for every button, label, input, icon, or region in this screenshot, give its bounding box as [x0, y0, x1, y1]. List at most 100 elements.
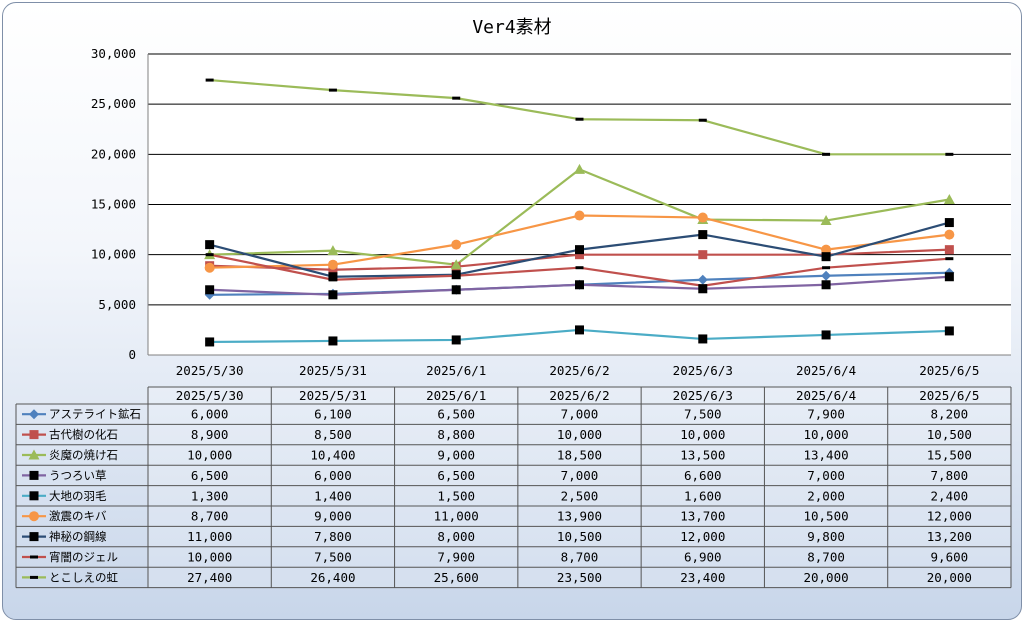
data-point — [328, 278, 337, 282]
table-series-name: アステライト鉱石 — [49, 407, 141, 421]
y-tick-label: 20,000 — [91, 146, 136, 161]
data-point — [328, 336, 338, 346]
data-point — [698, 250, 708, 260]
table-value-cell: 23,400 — [680, 570, 725, 585]
data-point — [575, 245, 584, 255]
legend-key — [22, 575, 46, 579]
data-point — [575, 250, 584, 260]
data-point — [821, 280, 831, 290]
data-point — [821, 330, 831, 340]
y-tick-label: 15,000 — [91, 197, 136, 212]
table-value-cell: 8,700 — [561, 550, 599, 565]
data-point — [205, 253, 214, 257]
table-value-cell: 8,800 — [437, 427, 475, 442]
y-tick-label: 25,000 — [91, 96, 136, 111]
table-value-cell: 6,500 — [437, 407, 475, 422]
data-point — [328, 272, 338, 282]
data-point — [945, 257, 954, 261]
table-series-name: 大地の羽毛 — [49, 489, 107, 503]
table-value-cell: 7,800 — [314, 529, 352, 544]
x-tick-label: 2025/5/30 — [176, 363, 244, 378]
table-value-cell: 1,600 — [684, 488, 722, 503]
table-value-cell: 10,500 — [803, 509, 848, 524]
data-point — [698, 118, 707, 122]
data-point — [575, 117, 584, 121]
table-value-cell: 6,500 — [437, 468, 475, 483]
series-markers-6 — [204, 210, 955, 273]
table-value-cell: 7,900 — [807, 407, 845, 422]
table-value-cell: 10,000 — [803, 427, 848, 442]
table-value-cell: 1,300 — [191, 488, 229, 503]
table-value-cell: 10,000 — [187, 448, 232, 463]
data-point — [821, 244, 832, 255]
data-point — [204, 262, 215, 273]
data-point — [821, 252, 831, 262]
x-tick-label: 2025/6/1 — [426, 363, 486, 378]
table-value-cell: 2,000 — [807, 488, 845, 503]
legend-key — [22, 449, 46, 460]
table-value-cell: 2,500 — [561, 488, 599, 503]
data-table-background — [148, 387, 1011, 588]
table-series-name: 炎魔の焼け石 — [49, 448, 118, 462]
table-value-cell: 20,000 — [803, 570, 848, 585]
legend-marker — [29, 430, 39, 440]
x-tick-label: 2025/6/2 — [549, 363, 609, 378]
table-value-cell: 23,500 — [557, 570, 602, 585]
series-markers-5 — [205, 325, 954, 347]
data-point — [945, 152, 954, 156]
data-point — [698, 334, 708, 344]
data-point — [944, 272, 954, 282]
table-header-cell: 2025/5/30 — [176, 388, 244, 403]
table-value-cell: 8,200 — [931, 407, 969, 422]
table-value-cell: 7,800 — [931, 468, 969, 483]
data-point — [697, 274, 708, 285]
x-tick-label: 2025/6/5 — [919, 363, 979, 378]
data-point — [574, 210, 585, 221]
data-point — [327, 259, 338, 270]
series-markers-8 — [205, 253, 954, 288]
table-value-cell: 15,500 — [927, 448, 972, 463]
data-point — [575, 325, 584, 335]
table-value-cell: 10,400 — [310, 448, 355, 463]
data-point — [451, 239, 462, 250]
x-tick-label: 2025/6/4 — [796, 363, 856, 378]
table-value-cell: 9,600 — [931, 550, 969, 565]
x-tick-label: 2025/6/3 — [673, 363, 733, 378]
legend-key — [22, 511, 46, 522]
data-point — [822, 266, 831, 270]
data-point — [822, 152, 831, 156]
table-value-cell: 27,400 — [187, 570, 232, 585]
table-value-cell: 11,000 — [187, 529, 232, 544]
legend-marker — [28, 449, 40, 460]
legend-key — [22, 491, 46, 501]
table-value-cell: 6,600 — [684, 468, 722, 483]
table-value-cell: 9,000 — [437, 448, 475, 463]
data-point — [698, 230, 708, 240]
data-point — [205, 240, 215, 250]
table-value-cell: 6,100 — [314, 407, 352, 422]
data-point — [944, 326, 954, 336]
table-value-cell: 26,400 — [310, 570, 355, 585]
data-point — [697, 212, 708, 223]
data-point — [205, 285, 215, 295]
table-value-cell: 1,400 — [314, 488, 352, 503]
table-series-name: うつろい草 — [49, 468, 107, 482]
table-value-cell: 13,400 — [803, 448, 848, 463]
legend-key — [22, 409, 46, 420]
legend-key — [22, 470, 46, 480]
table-value-cell: 11,000 — [434, 509, 479, 524]
table-value-cell: 10,500 — [927, 427, 972, 442]
table-value-cell: 20,000 — [927, 570, 972, 585]
legend-marker — [29, 511, 39, 522]
table-value-cell: 7,000 — [561, 407, 599, 422]
table-value-cell: 10,500 — [557, 529, 602, 544]
table-value-cell: 8,700 — [191, 509, 229, 524]
legend-marker — [29, 532, 39, 542]
table-value-cell: 18,500 — [557, 448, 602, 463]
legend-marker — [30, 555, 38, 559]
table-header-cell: 2025/5/31 — [299, 388, 367, 403]
data-point — [944, 245, 954, 255]
data-point — [327, 245, 339, 256]
table-value-cell: 12,000 — [927, 509, 972, 524]
